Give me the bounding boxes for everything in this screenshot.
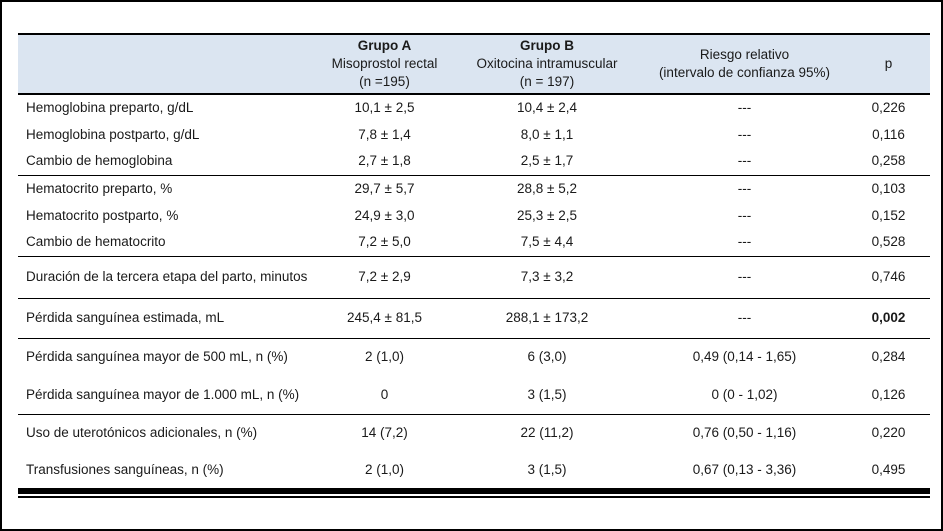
- bottom-rule-gap: [18, 494, 930, 496]
- row-label: Pérdida sanguínea mayor de 500 mL, n (%): [18, 337, 317, 376]
- results-table-container: Grupo A Misoprostol rectal (n =195) Grup…: [18, 33, 930, 498]
- cell-p-value: 0,002: [847, 297, 930, 338]
- cell-grupo-a: 29,7 ± 5,7: [317, 174, 452, 202]
- results-table: Grupo A Misoprostol rectal (n =195) Grup…: [18, 33, 930, 488]
- cell-grupo-a: 24,9 ± 3,0: [354, 207, 415, 223]
- cell-riesgo-relativo: ---: [737, 100, 752, 116]
- cell-riesgo-relativo: ---: [642, 297, 847, 338]
- column-header-riesgo-relativo: Riesgo relativo (intervalo de confianza …: [642, 33, 847, 95]
- column-title: Riesgo relativo: [699, 47, 790, 63]
- table-row: Pérdida sanguínea mayor de 500 mL, n (%)…: [18, 337, 930, 376]
- row-label: Hematocrito preparto, %: [18, 174, 317, 202]
- cell-riesgo-relativo: 0,67 (0,13 - 3,36): [692, 461, 797, 477]
- row-label: Cambio de hemoglobina: [26, 153, 173, 169]
- row-label: Hematocrito postparto, %: [26, 207, 179, 223]
- header-row: Grupo A Misoprostol rectal (n =195) Grup…: [18, 33, 930, 95]
- table-row: Hematocrito postparto, % 24,9 ± 3,0 25,3…: [18, 202, 930, 229]
- cell-grupo-a: 2 (1,0): [317, 337, 452, 376]
- cell-grupo-b: 7,3 ± 3,2: [452, 255, 642, 298]
- table-row: Cambio de hematocrito 7,2 ± 5,0 7,5 ± 4,…: [18, 229, 930, 256]
- cell-grupo-a: 245,4 ± 81,5: [317, 297, 452, 338]
- table-row: Hemoglobina postparto, g/dL 7,8 ± 1,4 8,…: [18, 121, 930, 148]
- cell-grupo-a: 14 (7,2): [317, 413, 452, 451]
- table-bottom-rule: [18, 488, 930, 498]
- cell-p-value: 0,258: [871, 153, 906, 169]
- row-label: Uso de uterotónicos adicionales, n (%): [18, 413, 317, 451]
- cell-grupo-b: 3 (1,5): [527, 386, 567, 402]
- column-sample-size: (n = 197): [519, 73, 575, 89]
- column-header-grupo-a: Grupo A Misoprostol rectal (n =195): [317, 33, 452, 95]
- cell-grupo-a: 2 (1,0): [364, 461, 405, 477]
- table-row: Transfusiones sanguíneas, n (%) 2 (1,0) …: [18, 451, 930, 488]
- row-label: Hemoglobina postparto, g/dL: [26, 126, 200, 142]
- column-title: p: [884, 56, 893, 72]
- cell-grupo-a: 7,8 ± 1,4: [358, 126, 411, 142]
- cell-grupo-b: 3 (1,5): [527, 461, 567, 477]
- row-label: Hemoglobina preparto, g/dL: [26, 100, 194, 116]
- row-label: Transfusiones sanguíneas, n (%): [26, 461, 224, 477]
- cell-riesgo-relativo: ---: [737, 207, 752, 223]
- cell-p-value: 0,126: [871, 386, 906, 402]
- cell-riesgo-relativo: ---: [737, 234, 752, 250]
- cell-p-value: 0,495: [871, 461, 906, 477]
- cell-grupo-b: 22 (11,2): [452, 413, 642, 451]
- column-subtitle: Misoprostol rectal: [331, 56, 438, 72]
- row-label: Pérdida sanguínea mayor de 1.000 mL, n (…: [26, 386, 300, 402]
- bottom-rule-thin-line: [18, 496, 930, 498]
- column-subtitle: Oxitocina intramuscular: [476, 56, 618, 72]
- column-header-variable: [18, 33, 317, 95]
- table-row: Hemoglobina preparto, g/dL 10,1 ± 2,5 10…: [18, 94, 930, 121]
- cell-p-value: 0,746: [847, 255, 930, 298]
- table-row: Hematocrito preparto, % 29,7 ± 5,7 28,8 …: [18, 174, 930, 202]
- table-row: Cambio de hemoglobina 2,7 ± 1,8 2,5 ± 1,…: [18, 148, 930, 175]
- cell-p-value: 0,220: [847, 413, 930, 451]
- cell-riesgo-relativo: ---: [642, 174, 847, 202]
- cell-grupo-a: 10,1 ± 2,5: [354, 100, 415, 116]
- table-header: Grupo A Misoprostol rectal (n =195) Grup…: [18, 33, 930, 95]
- table-body: Hemoglobina preparto, g/dL 10,1 ± 2,5 10…: [18, 94, 930, 488]
- cell-grupo-b: 10,4 ± 2,4: [517, 100, 577, 116]
- cell-grupo-b: 7,5 ± 4,4: [520, 234, 574, 250]
- table-row: Uso de uterotónicos adicionales, n (%) 1…: [18, 413, 930, 451]
- row-label: Duración de la tercera etapa del parto, …: [18, 255, 317, 298]
- cell-riesgo-relativo: 0,76 (0,50 - 1,16): [642, 413, 847, 451]
- cell-riesgo-relativo: 0 (0 - 1,02): [711, 386, 778, 402]
- cell-p-value: 0,116: [872, 126, 905, 142]
- row-label: Pérdida sanguínea estimada, mL: [18, 297, 317, 338]
- cell-grupo-b: 2,5 ± 1,7: [520, 153, 574, 169]
- cell-grupo-a: 2,7 ± 1,8: [358, 153, 411, 169]
- row-label: Cambio de hematocrito: [26, 234, 166, 250]
- cell-grupo-b: 25,3 ± 2,5: [517, 207, 577, 223]
- table-row: Duración de la tercera etapa del parto, …: [18, 255, 930, 298]
- column-title: Grupo A: [357, 38, 412, 54]
- cell-grupo-b: 6 (3,0): [452, 337, 642, 376]
- cell-grupo-a: 0: [380, 386, 389, 402]
- column-header-grupo-b: Grupo B Oxitocina intramuscular (n = 197…: [452, 33, 642, 95]
- cell-p-value: 0,152: [871, 207, 906, 223]
- cell-grupo-b: 8,0 ± 1,1: [520, 126, 574, 142]
- cell-p-value: 0,103: [847, 174, 930, 202]
- cell-riesgo-relativo: 0,49 (0,14 - 1,65): [642, 337, 847, 376]
- column-header-p: p: [847, 33, 930, 95]
- cell-riesgo-relativo: ---: [642, 255, 847, 298]
- cell-grupo-b: 288,1 ± 173,2: [452, 297, 642, 338]
- cell-p-value: 0,284: [847, 337, 930, 376]
- cell-p-value: 0,226: [871, 100, 906, 116]
- table-row: Pérdida sanguínea mayor de 1.000 mL, n (…: [18, 376, 930, 414]
- cell-p-value: 0,528: [871, 234, 906, 250]
- bottom-rule-thick-line: [18, 488, 930, 494]
- cell-grupo-a: 7,2 ± 5,0: [358, 234, 411, 250]
- column-title: Grupo B: [520, 38, 574, 54]
- column-subtitle: (intervalo de confianza 95%): [658, 65, 831, 80]
- table-row: Pérdida sanguínea estimada, mL 245,4 ± 8…: [18, 297, 930, 338]
- column-sample-size: (n =195): [359, 73, 410, 89]
- cell-riesgo-relativo: ---: [737, 126, 752, 142]
- cell-riesgo-relativo: ---: [737, 153, 752, 169]
- cell-grupo-b: 28,8 ± 5,2: [452, 174, 642, 202]
- cell-grupo-a: 7,2 ± 2,9: [317, 255, 452, 298]
